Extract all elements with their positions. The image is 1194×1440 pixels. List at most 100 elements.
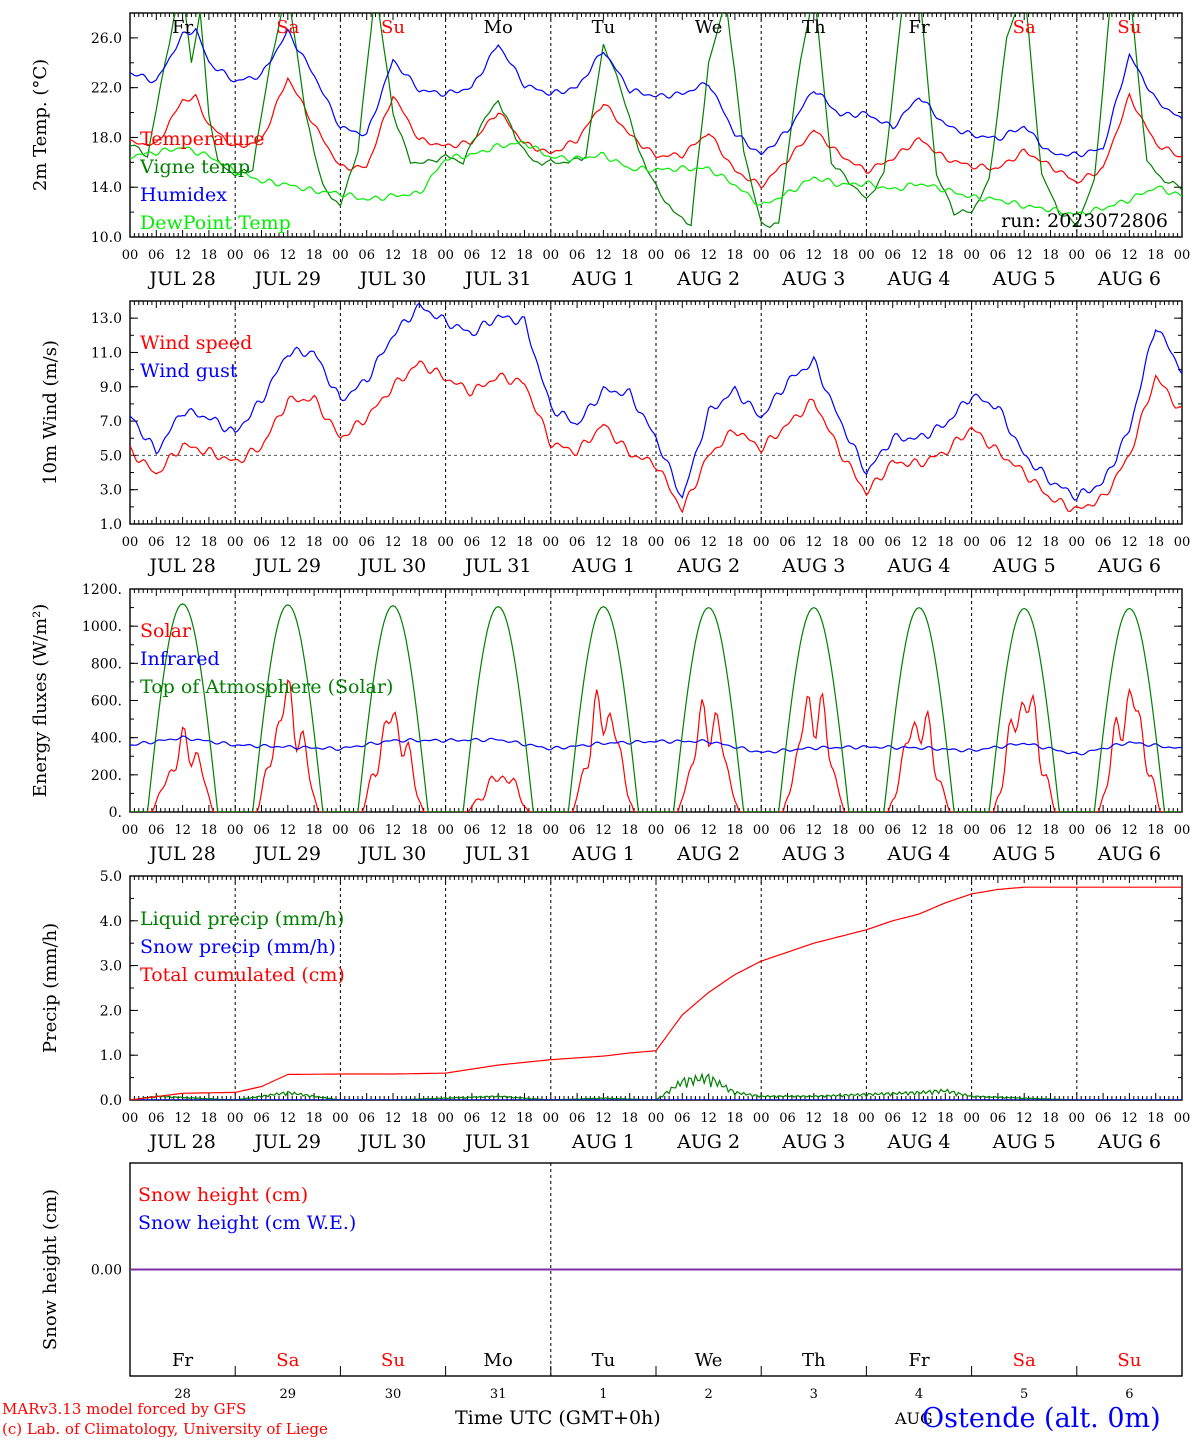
x-date-label: AUG 2: [676, 843, 740, 865]
x-date-label: AUG 5: [992, 1131, 1056, 1153]
x-hour-label: 12: [595, 248, 612, 263]
x-hour-label: 12: [1016, 248, 1033, 263]
x-date-label: JUL 29: [253, 555, 321, 577]
x-hour-label: 12: [806, 535, 823, 550]
x-hour-label: 12: [1016, 1111, 1033, 1126]
weekday-label: Fr: [908, 1350, 929, 1371]
x-date-label: AUG 4: [886, 1131, 950, 1153]
x-hour-label: 06: [464, 823, 481, 838]
x-hour-label: 00: [227, 1111, 244, 1126]
x-hour-label: 00: [1069, 1111, 1086, 1126]
x-hour-label: 18: [201, 1111, 218, 1126]
x-hour-label: 06: [884, 248, 901, 263]
x-date-label: AUG 4: [886, 555, 950, 577]
y-tick-label: 13.0: [91, 311, 122, 327]
x-hour-label: 18: [411, 1111, 428, 1126]
day-number-label: 4: [915, 1387, 923, 1402]
x-hour-label: 00: [227, 248, 244, 263]
series-group: [130, 13, 1182, 229]
day-number-label: 5: [1020, 1387, 1028, 1402]
x-hour-label: 00: [437, 535, 454, 550]
x-hour-label: 06: [674, 823, 691, 838]
x-hour-label: 06: [253, 823, 270, 838]
x-axis-ticks: [129, 589, 1183, 812]
x-hour-label: 18: [1042, 535, 1059, 550]
series-line: [130, 678, 1182, 812]
x-hour-label: 12: [1121, 248, 1138, 263]
x-date-label: AUG 6: [1097, 555, 1161, 577]
x-hour-label: 12: [385, 535, 402, 550]
x-date-label: AUG 4: [886, 268, 950, 290]
x-hour-label: 06: [1095, 823, 1112, 838]
weekday-label: Fr: [908, 17, 929, 38]
weekday-label: Su: [1117, 1350, 1141, 1371]
x-hour-label: 12: [174, 1111, 191, 1126]
day-number-label: 31: [490, 1387, 507, 1402]
x-date-label: JUL 31: [463, 843, 531, 865]
x-hour-label: 00: [648, 248, 665, 263]
x-hour-label: 12: [174, 535, 191, 550]
x-hour-label: 00: [963, 535, 980, 550]
x-hour-label: 18: [411, 823, 428, 838]
x-hour-label: 00: [1069, 248, 1086, 263]
weekday-label: Fr: [172, 17, 193, 38]
x-hour-label: 12: [490, 248, 507, 263]
x-hour-label: 06: [569, 823, 586, 838]
x-hour-label: 18: [306, 248, 323, 263]
x-hour-label: 18: [832, 535, 849, 550]
x-hour-label: 06: [358, 823, 375, 838]
x-hour-label: 18: [621, 535, 638, 550]
panel-3: 0. 200. 400. 600. 800. 1000. 1200. Energy fluxe…: [30, 582, 1190, 865]
x-hour-label: 18: [411, 535, 428, 550]
x-date-label: JUL 29: [253, 268, 321, 290]
x-hour-label: 00: [1174, 248, 1191, 263]
x-date-label: AUG 3: [781, 843, 845, 865]
x-hour-label: 06: [990, 823, 1007, 838]
plot-frame: [129, 300, 1183, 525]
x-hour-label: 12: [280, 823, 297, 838]
run-label: run: 2023072806: [1001, 210, 1168, 232]
y-axis-title: 2m Temp. (°C): [30, 59, 51, 191]
x-hour-label: 00: [963, 248, 980, 263]
x-hour-label: 00: [543, 248, 560, 263]
x-date-label: JUL 30: [358, 268, 426, 290]
y-tick-label: 9.0: [100, 380, 122, 396]
x-date-label: AUG 1: [571, 555, 635, 577]
y-tick-label: 4.0: [100, 914, 122, 930]
x-hour-label: 06: [358, 535, 375, 550]
x-hour-label: 18: [621, 823, 638, 838]
x-hour-label: 06: [253, 248, 270, 263]
x-hour-label: 06: [148, 823, 165, 838]
x-hour-label: 12: [174, 823, 191, 838]
x-hour-label: 12: [1016, 535, 1033, 550]
weekday-label: We: [695, 1350, 723, 1371]
x-hour-label: 00: [1174, 1111, 1191, 1126]
y-axis-title: Precip (mm/h): [40, 923, 61, 1053]
x-hour-label: 00: [332, 823, 349, 838]
credit-line-1: MARv3.13 model forced by GFS: [2, 1400, 246, 1418]
series-line: [130, 27, 1182, 158]
station-title: Ostende (alt. 0m): [922, 1403, 1161, 1434]
y-tick-label: 600.: [91, 694, 122, 710]
x-hour-label: 00: [753, 535, 770, 550]
x-hour-label: 18: [832, 823, 849, 838]
x-hour-label: 18: [1147, 248, 1164, 263]
series-line: [130, 1072, 1182, 1100]
x-hour-label: 00: [1174, 823, 1191, 838]
weekday-label: Su: [381, 1350, 405, 1371]
x-hour-label: 12: [385, 823, 402, 838]
x-hour-label: 18: [516, 1111, 533, 1126]
x-hour-label: 00: [437, 1111, 454, 1126]
x-hour-label: 00: [122, 535, 139, 550]
x-hour-label: 06: [779, 1111, 796, 1126]
legend-entry: Vigne temp: [139, 156, 250, 178]
weekday-label: Sa: [1013, 1350, 1036, 1371]
legend-entry: Top of Atmosphere (Solar): [140, 676, 393, 698]
weekday-label: Sa: [276, 1350, 299, 1371]
x-hour-label: 06: [464, 535, 481, 550]
x-axis-ticks: [129, 1366, 1183, 1376]
x-date-label: JUL 29: [253, 843, 321, 865]
x-hour-label: 06: [674, 1111, 691, 1126]
x-hour-label: 06: [358, 248, 375, 263]
x-hour-label: 12: [280, 248, 297, 263]
